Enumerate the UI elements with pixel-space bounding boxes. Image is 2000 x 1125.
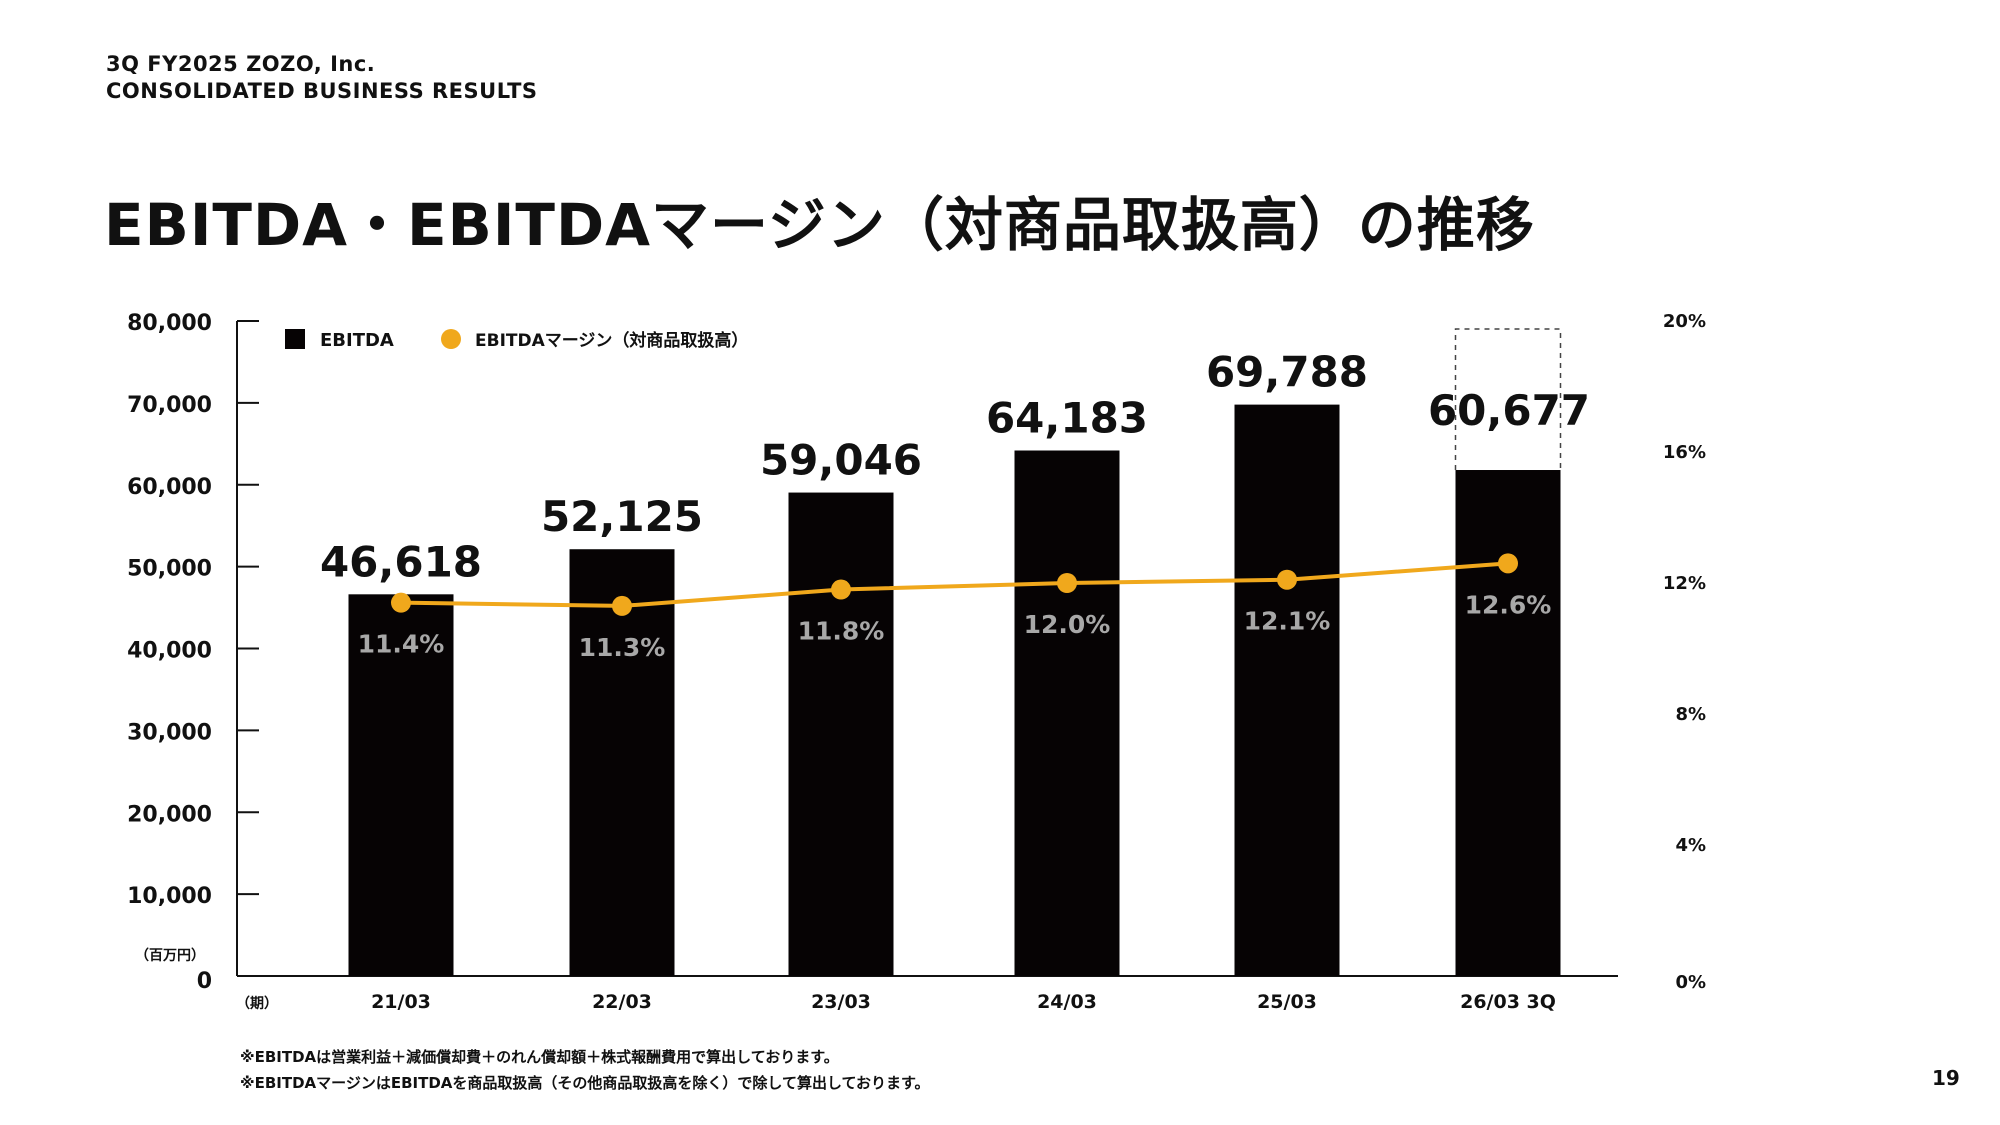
right-tick-label: 12% xyxy=(1663,573,1706,594)
bar-value-label: 69,788 xyxy=(1206,348,1368,397)
x-tick-label: 24/03 xyxy=(1037,991,1097,1013)
margin-value-label: 12.0% xyxy=(1024,610,1111,639)
margin-value-label: 11.4% xyxy=(358,630,445,659)
right-tick-label: 0% xyxy=(1675,972,1706,993)
x-tick-label: 22/03 xyxy=(592,991,652,1013)
header-subtitle: CONSOLIDATED BUSINESS RESULTS xyxy=(106,79,538,103)
margin-point xyxy=(831,579,851,600)
y-tick-label: 80,000 xyxy=(127,311,212,336)
bar-21/03 xyxy=(348,594,454,976)
margin-point xyxy=(1498,553,1518,574)
bar-23/03 xyxy=(788,492,894,976)
right-tick-label: 20% xyxy=(1663,311,1706,332)
legend-margin-label: EBITDAマージン（対商品取扱高） xyxy=(475,330,748,351)
right-tick-label: 8% xyxy=(1675,704,1706,725)
bar-value-label: 60,677 xyxy=(1428,386,1590,435)
margin-point xyxy=(1057,573,1077,593)
legend-ebitda-swatch xyxy=(285,329,305,349)
bar-value-label: 52,125 xyxy=(541,492,703,541)
y-tick-label: 50,000 xyxy=(127,557,212,582)
margin-point xyxy=(612,595,632,616)
bar-value-label: 46,618 xyxy=(320,537,482,586)
bar-22/03 xyxy=(569,549,675,976)
page-number: 19 xyxy=(1932,1066,1960,1090)
page-title: EBITDA・EBITDAマージン（対商品取扱高）の推移 xyxy=(104,191,1535,259)
y-tick-label: 60,000 xyxy=(127,475,212,500)
header-company: 3Q FY2025 ZOZO, Inc. xyxy=(106,52,376,76)
right-tick-label: 4% xyxy=(1675,835,1706,856)
x-tick-label: 26/03 3Q xyxy=(1460,991,1556,1013)
y-tick-label: 40,000 xyxy=(127,639,212,664)
y-axis-unit: （百万円） xyxy=(135,948,205,964)
footnote-2: ※EBITDAマージンはEBITDAを商品取扱高（その他商品取扱高を除く）で除し… xyxy=(240,1074,930,1092)
bar-value-label: 59,046 xyxy=(760,436,922,485)
bar-value-label: 64,183 xyxy=(986,394,1148,443)
y-tick-label: 20,000 xyxy=(127,802,212,827)
y-tick-label: 30,000 xyxy=(127,720,212,745)
forecast-dashed-box xyxy=(1454,328,1562,471)
bar-26/03 3Q xyxy=(1455,470,1561,976)
footnote-1: ※EBITDAは営業利益＋減価償却費＋のれん償却額＋株式報酬費用で算出しておりま… xyxy=(240,1048,839,1066)
margin-line xyxy=(400,561,1509,608)
right-tick-label: 16% xyxy=(1663,442,1706,463)
margin-point xyxy=(391,592,411,613)
margin-value-label: 12.6% xyxy=(1465,590,1552,619)
bar-24/03 xyxy=(1014,450,1120,976)
forecast-label-background xyxy=(1457,345,1559,425)
margin-value-label: 11.8% xyxy=(798,617,885,646)
x-tick-label: 23/03 xyxy=(811,991,871,1013)
x-axis-unit: （期） xyxy=(236,996,278,1012)
legend-ebitda-label: EBITDA xyxy=(320,330,394,351)
legend-margin-swatch xyxy=(441,329,461,349)
y-tick-label: 0 xyxy=(197,969,212,994)
x-tick-label: 21/03 xyxy=(371,991,431,1013)
y-tick-label: 70,000 xyxy=(127,393,212,418)
margin-value-label: 12.1% xyxy=(1244,607,1331,636)
y-tick-label: 10,000 xyxy=(127,884,212,909)
margin-value-label: 11.3% xyxy=(579,633,666,662)
margin-point xyxy=(1277,569,1297,590)
bar-25/03 xyxy=(1234,404,1340,977)
x-tick-label: 25/03 xyxy=(1257,991,1317,1013)
